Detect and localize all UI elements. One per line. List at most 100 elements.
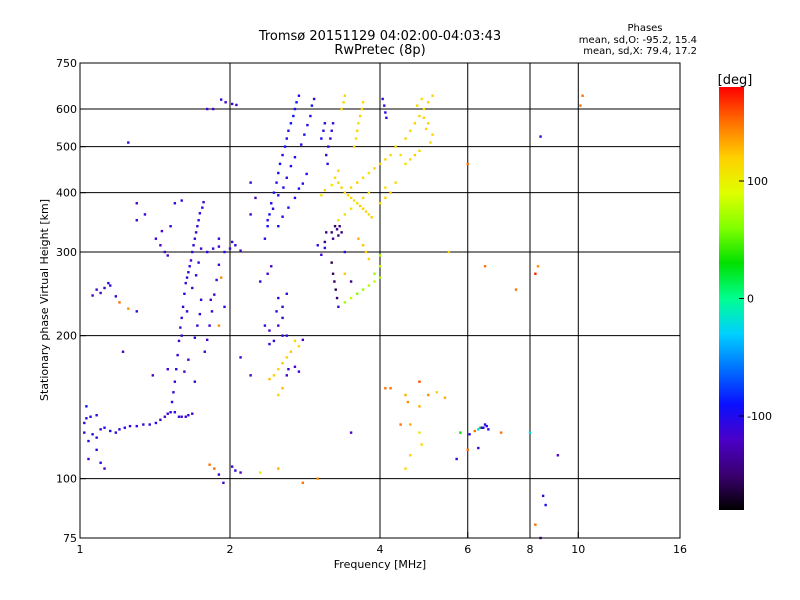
data-point: [404, 137, 407, 140]
data-point: [340, 186, 343, 189]
data-point: [180, 316, 183, 320]
data-point: [281, 362, 284, 365]
data-point: [330, 261, 333, 264]
data-point: [316, 244, 319, 247]
data-point: [480, 426, 483, 429]
data-point: [326, 162, 329, 166]
data-point: [278, 162, 282, 166]
data-point: [333, 280, 336, 283]
data-point: [270, 265, 273, 268]
data-point: [289, 122, 293, 125]
phase-stats-title: Phases: [627, 23, 662, 34]
data-point: [343, 94, 347, 97]
y-tick-label: 500: [56, 141, 77, 154]
data-point: [337, 181, 340, 184]
data-point: [193, 380, 197, 383]
data-point: [361, 196, 365, 200]
data-point: [172, 391, 175, 394]
data-point: [539, 135, 542, 138]
data-point: [399, 423, 402, 426]
data-point: [404, 393, 407, 397]
data-point: [118, 428, 121, 431]
data-point: [349, 186, 353, 189]
data-point: [249, 374, 252, 377]
data-point: [420, 443, 423, 446]
data-point: [99, 461, 102, 464]
x-tick-label: 2: [227, 543, 234, 556]
data-point: [184, 415, 187, 418]
data-point: [357, 122, 360, 125]
data-point: [325, 153, 328, 157]
data-point: [406, 400, 410, 404]
data-point: [352, 145, 356, 148]
data-point: [293, 339, 297, 343]
data-point: [295, 101, 298, 104]
data-point: [219, 98, 223, 101]
y-tick-label: 750: [56, 57, 77, 70]
data-point: [281, 316, 284, 320]
data-point: [173, 411, 177, 414]
data-point: [427, 122, 430, 125]
data-point: [135, 202, 138, 205]
data-point: [191, 250, 194, 254]
data-point: [166, 254, 169, 257]
data-point: [361, 244, 365, 247]
phase-stats-x: mean, sd,X: 79.4, 17.2: [583, 46, 697, 57]
data-point: [355, 129, 359, 132]
data-point: [418, 380, 421, 383]
colorbar: 100 0 -100: [719, 87, 772, 510]
data-point: [154, 237, 158, 240]
data-point: [367, 213, 371, 216]
data-point: [259, 471, 262, 474]
data-point: [109, 429, 112, 433]
x-tick-label: 4: [377, 543, 384, 556]
data-point: [487, 428, 490, 431]
data-point: [303, 133, 306, 136]
data-point: [343, 213, 347, 216]
data-point: [281, 305, 284, 309]
data-point: [173, 380, 177, 383]
data-point: [91, 433, 94, 436]
data-point: [198, 312, 202, 316]
data-point: [415, 104, 419, 107]
data-point: [285, 176, 288, 179]
data-point: [354, 137, 358, 140]
data-point: [99, 291, 102, 295]
data-point: [270, 202, 273, 205]
data-point: [228, 247, 232, 250]
data-point: [378, 162, 382, 166]
data-point: [389, 191, 392, 194]
data-point: [249, 213, 252, 216]
data-point: [83, 421, 86, 425]
data-point: [287, 206, 290, 209]
data-point: [429, 141, 432, 144]
data-point: [343, 250, 347, 254]
data-point: [394, 181, 397, 184]
y-tick-label: 100: [56, 473, 77, 486]
data-point: [297, 345, 301, 348]
x-axis-ticks: 1 2 4 6 8 10 16: [77, 532, 687, 556]
data-point: [466, 448, 469, 452]
data-point: [357, 237, 360, 240]
data-point: [217, 324, 221, 327]
data-point: [128, 424, 132, 428]
data-point: [219, 276, 223, 279]
data-point: [191, 412, 194, 415]
data-point: [277, 324, 280, 327]
data-point: [312, 97, 316, 101]
data-point: [143, 213, 147, 216]
data-point: [367, 191, 371, 194]
data-point: [431, 94, 434, 97]
x-tick-label: 10: [571, 543, 585, 556]
data-point: [103, 286, 106, 290]
data-point: [337, 219, 340, 222]
data-point: [277, 367, 280, 371]
data-point: [373, 272, 376, 275]
data-point: [418, 114, 421, 118]
data-point: [301, 182, 305, 185]
x-axis-label: Frequency [MHz]: [334, 558, 426, 571]
data-point: [263, 324, 267, 327]
data-point: [135, 310, 138, 313]
data-point: [180, 199, 183, 202]
data-point: [135, 424, 138, 428]
